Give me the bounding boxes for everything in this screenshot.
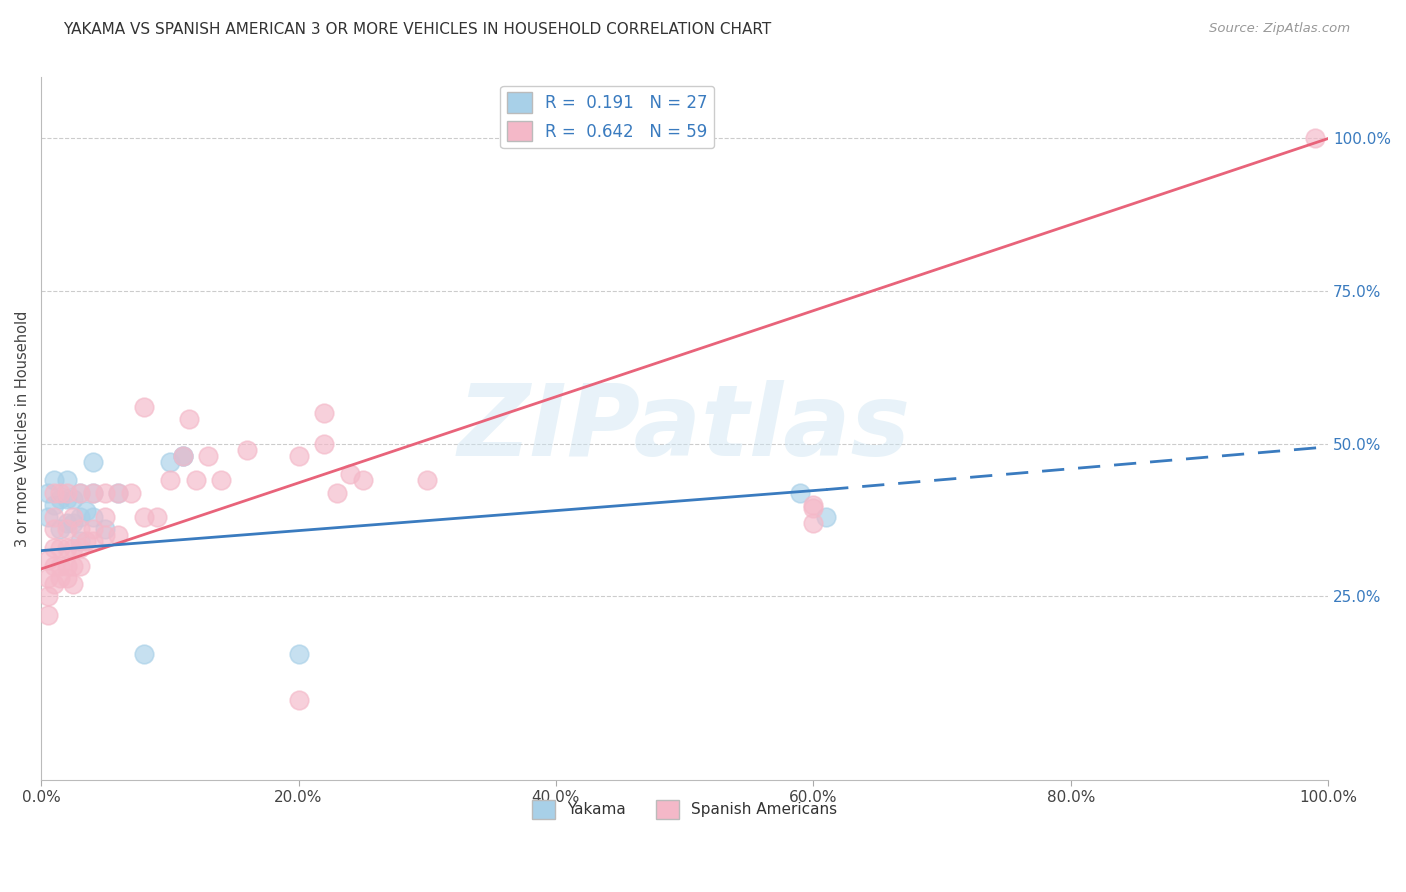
Point <box>37 590 59 604</box>
Point <box>82 485 104 500</box>
Point <box>42 498 65 512</box>
Point <box>287 693 309 707</box>
Point <box>62 541 84 555</box>
Point <box>107 485 129 500</box>
Point <box>56 522 79 536</box>
Point <box>69 510 91 524</box>
Point <box>42 485 65 500</box>
Point <box>132 510 155 524</box>
Point <box>1303 131 1326 145</box>
Point <box>62 510 84 524</box>
Point <box>69 485 91 500</box>
Point <box>789 485 811 500</box>
Point <box>42 558 65 573</box>
Point <box>94 528 117 542</box>
Point <box>69 541 91 555</box>
Point <box>236 442 259 457</box>
Point <box>49 491 72 506</box>
Point <box>314 437 336 451</box>
Point <box>314 406 336 420</box>
Point <box>82 455 104 469</box>
Point <box>62 577 84 591</box>
Point <box>56 485 79 500</box>
Point <box>75 534 97 549</box>
Point <box>37 553 59 567</box>
Point <box>107 485 129 500</box>
Point <box>172 449 194 463</box>
Point <box>801 498 824 512</box>
Text: ZIPatlas: ZIPatlas <box>458 380 911 477</box>
Point <box>132 648 155 662</box>
Point <box>62 516 84 531</box>
Point <box>75 504 97 518</box>
Point <box>352 474 374 488</box>
Legend: Yakama, Spanish Americans: Yakama, Spanish Americans <box>526 794 844 824</box>
Point <box>107 528 129 542</box>
Point <box>94 522 117 536</box>
Point <box>56 516 79 531</box>
Point <box>37 607 59 622</box>
Text: YAKAMA VS SPANISH AMERICAN 3 OR MORE VEHICLES IN HOUSEHOLD CORRELATION CHART: YAKAMA VS SPANISH AMERICAN 3 OR MORE VEH… <box>63 22 772 37</box>
Point <box>120 485 142 500</box>
Point <box>416 474 439 488</box>
Point <box>326 485 349 500</box>
Point <box>56 541 79 555</box>
Point <box>132 400 155 414</box>
Point <box>69 522 91 536</box>
Point <box>49 571 72 585</box>
Point <box>184 474 207 488</box>
Point <box>62 491 84 506</box>
Point <box>56 558 79 573</box>
Text: Source: ZipAtlas.com: Source: ZipAtlas.com <box>1209 22 1350 36</box>
Point <box>94 510 117 524</box>
Point <box>197 449 219 463</box>
Point <box>82 534 104 549</box>
Point <box>42 522 65 536</box>
Point <box>339 467 361 482</box>
Point <box>159 455 181 469</box>
Point <box>56 474 79 488</box>
Point <box>815 510 838 524</box>
Point <box>37 571 59 585</box>
Point <box>172 449 194 463</box>
Point <box>42 474 65 488</box>
Point <box>49 485 72 500</box>
Point <box>42 541 65 555</box>
Point <box>42 510 65 524</box>
Point <box>37 485 59 500</box>
Point <box>82 485 104 500</box>
Point <box>49 541 72 555</box>
Point <box>42 577 65 591</box>
Point <box>49 522 72 536</box>
Point <box>69 485 91 500</box>
Point <box>69 534 91 549</box>
Point <box>172 449 194 463</box>
Point <box>146 510 169 524</box>
Point <box>801 516 824 531</box>
Point <box>69 558 91 573</box>
Y-axis label: 3 or more Vehicles in Household: 3 or more Vehicles in Household <box>15 310 30 547</box>
Point <box>209 474 232 488</box>
Point <box>287 449 309 463</box>
Point <box>82 510 104 524</box>
Point <box>94 485 117 500</box>
Point <box>287 648 309 662</box>
Point <box>159 474 181 488</box>
Point <box>37 510 59 524</box>
Point <box>56 491 79 506</box>
Point <box>62 558 84 573</box>
Point <box>56 571 79 585</box>
Point <box>179 412 201 426</box>
Point <box>49 558 72 573</box>
Point <box>801 500 824 515</box>
Point <box>82 522 104 536</box>
